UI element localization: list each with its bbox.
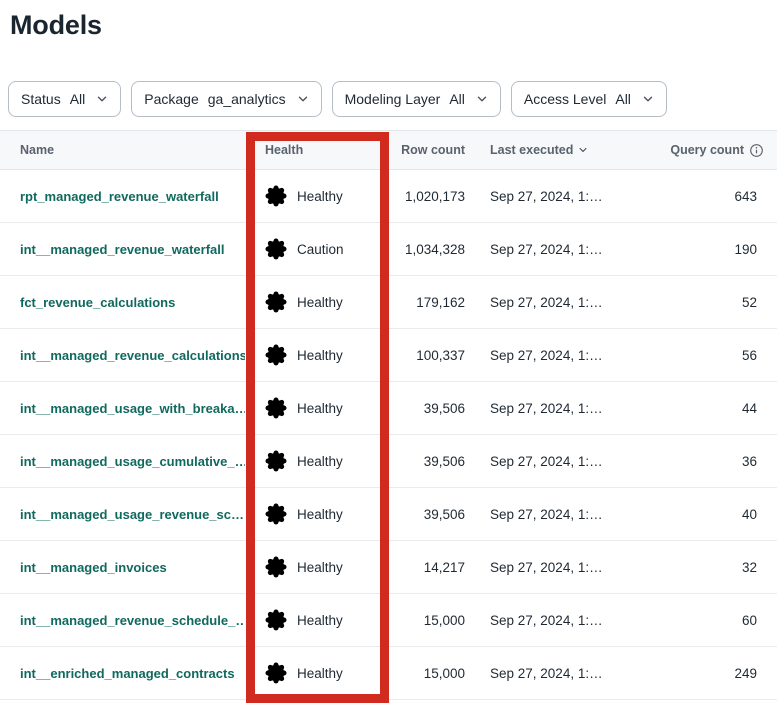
table-header-row: Name Health Row count Last executed Quer… — [0, 130, 777, 171]
health-badge-icon — [265, 185, 287, 207]
modeling-layer-filter-label: Modeling Layer — [344, 91, 441, 108]
health-label: Healthy — [297, 612, 343, 628]
health-label: Healthy — [297, 188, 343, 204]
query-count-value: 56 — [741, 347, 757, 363]
table-row: int__managed_usage_cumulative_… Healthy … — [0, 435, 777, 489]
query-count-value: 44 — [741, 400, 757, 416]
package-filter[interactable]: Package ga_analytics — [131, 81, 322, 118]
row-count-value: 179,162 — [416, 294, 465, 310]
last-executed-value: Sep 27, 2024, 1:… — [490, 294, 603, 310]
health-label: Healthy — [297, 294, 343, 310]
query-count-value: 32 — [741, 559, 757, 575]
last-executed-value: Sep 27, 2024, 1:… — [490, 188, 603, 204]
health-label: Healthy — [297, 665, 343, 681]
query-count-value: 60 — [741, 612, 757, 628]
row-count-value: 39,506 — [423, 506, 465, 522]
column-header-health: Health — [265, 143, 304, 158]
access-level-filter-value: All — [615, 91, 631, 108]
health-badge-icon — [265, 344, 287, 366]
model-link[interactable]: rpt_managed_revenue_waterfall — [20, 188, 219, 204]
health-badge-icon — [265, 503, 287, 525]
filter-bar: Status All Package ga_analytics Modeling… — [8, 81, 777, 118]
column-header-row-count: Row count — [401, 143, 465, 158]
row-count-value: 14,217 — [423, 559, 465, 575]
status-filter-label: Status — [21, 91, 61, 108]
health-label: Caution — [297, 241, 344, 257]
row-count-value: 1,034,328 — [404, 241, 465, 257]
query-count-value: 52 — [741, 294, 757, 310]
table-row: int__managed_usage_with_breaka… Healthy … — [0, 382, 777, 436]
chevron-down-icon — [642, 93, 654, 105]
model-link[interactable]: int__managed_revenue_waterfall — [20, 241, 225, 257]
query-count-value: 36 — [741, 453, 757, 469]
query-count-value: 40 — [741, 506, 757, 522]
health-badge-icon — [265, 609, 287, 631]
model-link[interactable]: int__managed_invoices — [20, 559, 167, 575]
row-count-value: 39,506 — [423, 400, 465, 416]
modeling-layer-filter[interactable]: Modeling Layer All — [331, 81, 501, 118]
column-header-query-count: Query count — [610, 143, 777, 158]
last-executed-value: Sep 27, 2024, 1:… — [490, 506, 603, 522]
sort-chevron-icon — [578, 145, 588, 155]
column-header-last-executed[interactable]: Last executed — [470, 143, 610, 157]
health-label: Healthy — [297, 559, 343, 575]
status-filter[interactable]: Status All — [8, 81, 122, 118]
chevron-down-icon — [476, 93, 488, 105]
last-executed-value: Sep 27, 2024, 1:… — [490, 347, 603, 363]
query-count-value: 249 — [734, 665, 757, 681]
row-count-value: 15,000 — [423, 612, 465, 628]
table-row: int__managed_invoices Healthy 14,217 Sep… — [0, 541, 777, 595]
modeling-layer-filter-value: All — [449, 91, 465, 108]
last-executed-label: Last executed — [490, 143, 574, 158]
health-label: Healthy — [297, 506, 343, 522]
row-count-value: 15,000 — [423, 665, 465, 681]
last-executed-value: Sep 27, 2024, 1:… — [490, 400, 603, 416]
table-row: rpt_managed_revenue_waterfall Healthy 1,… — [0, 170, 777, 224]
model-link[interactable]: int__enriched_managed_contracts — [20, 665, 235, 681]
chevron-down-icon — [297, 93, 309, 105]
query-count-value: 190 — [734, 241, 757, 257]
models-table: Name Health Row count Last executed Quer… — [0, 130, 777, 701]
health-badge-icon — [265, 450, 287, 472]
last-executed-value: Sep 27, 2024, 1:… — [490, 559, 603, 575]
table-row: int__managed_revenue_waterfall Caution 1… — [0, 223, 777, 277]
model-link[interactable]: fct_revenue_calculations — [20, 294, 176, 310]
page-title: Models — [10, 10, 102, 40]
access-level-filter-label: Access Level — [523, 91, 607, 108]
package-filter-label: Package — [144, 91, 199, 108]
last-executed-value: Sep 27, 2024, 1:… — [490, 612, 603, 628]
access-level-filter[interactable]: Access Level All — [510, 81, 667, 118]
model-link[interactable]: int__managed_revenue_calculations — [20, 347, 245, 363]
row-count-value: 100,337 — [416, 347, 465, 363]
health-label: Healthy — [297, 400, 343, 416]
query-count-label: Query count — [670, 143, 744, 158]
table-row: int__managed_revenue_schedule_… Healthy … — [0, 594, 777, 648]
package-filter-value: ga_analytics — [207, 91, 286, 108]
health-badge-icon — [265, 556, 287, 578]
row-count-value: 39,506 — [423, 453, 465, 469]
health-badge-icon — [265, 238, 287, 260]
last-executed-value: Sep 27, 2024, 1:… — [490, 665, 603, 681]
table-row: int__managed_usage_revenue_sc… Healthy 3… — [0, 488, 777, 542]
health-badge-icon — [265, 291, 287, 313]
last-executed-value: Sep 27, 2024, 1:… — [490, 453, 603, 469]
row-count-value: 1,020,173 — [404, 188, 465, 204]
model-link[interactable]: int__managed_usage_cumulative_… — [20, 453, 245, 469]
last-executed-value: Sep 27, 2024, 1:… — [490, 241, 603, 257]
table-row: fct_revenue_calculations Healthy 179,162… — [0, 276, 777, 330]
health-label: Healthy — [297, 453, 343, 469]
model-link[interactable]: int__managed_usage_revenue_sc… — [20, 506, 244, 522]
column-header-name: Name — [20, 143, 55, 158]
model-link[interactable]: int__managed_usage_with_breaka… — [20, 400, 245, 416]
health-badge-icon — [265, 662, 287, 684]
health-badge-icon — [265, 397, 287, 419]
health-label: Healthy — [297, 347, 343, 363]
query-count-value: 643 — [734, 188, 757, 204]
chevron-down-icon — [96, 93, 108, 105]
table-row: int__managed_revenue_calculations Health… — [0, 329, 777, 383]
model-link[interactable]: int__managed_revenue_schedule_… — [20, 612, 245, 628]
table-row: int__enriched_managed_contracts Healthy … — [0, 647, 777, 701]
status-filter-value: All — [69, 91, 86, 108]
info-icon[interactable] — [749, 143, 764, 158]
